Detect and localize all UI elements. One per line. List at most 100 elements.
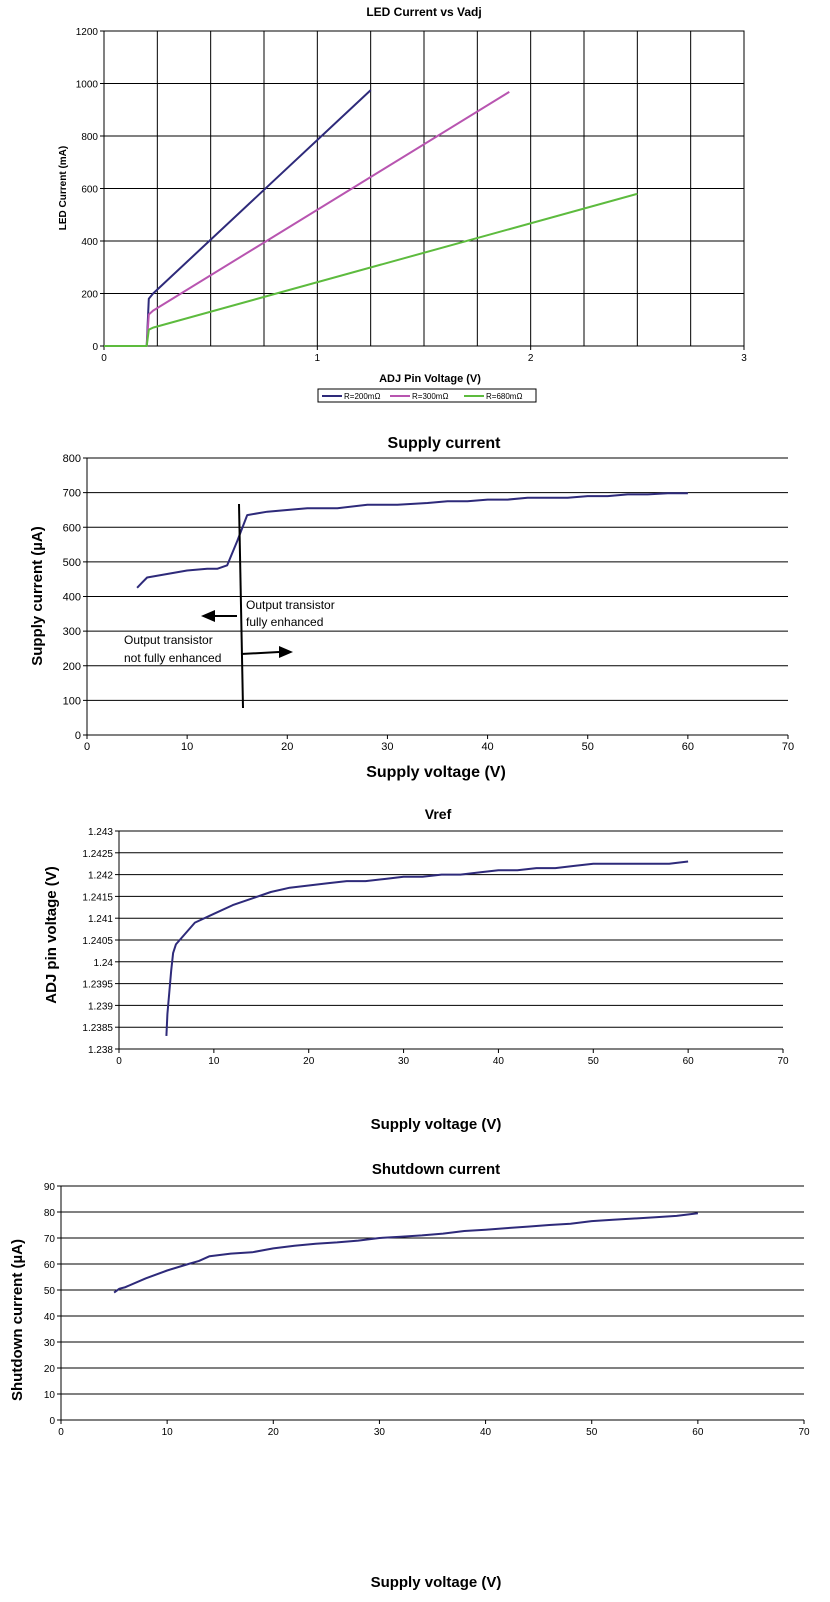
y-tick-label: 700 — [63, 488, 81, 500]
x-axis-label: Supply voltage (V) — [371, 1116, 502, 1133]
y-tick-label: 400 — [81, 237, 98, 248]
x-tick-label: 0 — [84, 741, 90, 753]
y-tick-label: 600 — [63, 522, 81, 534]
x-tick-label: 20 — [268, 1427, 280, 1438]
chart-title: Shutdown current — [372, 1161, 500, 1178]
divider-line — [238, 503, 244, 709]
y-tick-label: 1.239 — [88, 1001, 113, 1012]
x-tick-label: 50 — [586, 1427, 598, 1438]
x-tick-label: 60 — [682, 741, 694, 753]
y-axis-label: Shutdown current (µA) — [9, 1239, 26, 1401]
series-line-2 — [104, 192, 638, 347]
x-tick-label: 10 — [162, 1427, 174, 1438]
y-tick-label: 40 — [44, 1312, 56, 1323]
x-axis-label: Supply voltage (V) — [371, 1574, 502, 1591]
legend-label: R=200mΩ — [344, 392, 380, 401]
y-tick-label: 1.238 — [88, 1045, 113, 1056]
legend: R=200mΩ R=300mΩ R=680mΩ — [317, 388, 537, 403]
x-tick-label: 0 — [101, 353, 107, 364]
led-current-chart: LED Current vs Vadj 02004006008001000120… — [58, 5, 747, 403]
x-tick-label: 2 — [528, 353, 534, 364]
y-tick-label: 80 — [44, 1208, 56, 1219]
annotation-text: fully enhanced — [246, 615, 323, 629]
vref-chart: Vref 1.238 1.2385 1.239 1.2395 1.24 1.2405 1.2… — [43, 806, 789, 1133]
supply-current-chart: Supply current 0100200300400500600700800… — [29, 435, 794, 781]
y-tick-label: 20 — [44, 1364, 56, 1375]
x-tick-label: 50 — [582, 741, 594, 753]
chart-title: Supply current — [388, 435, 502, 452]
y-tick-label: 10 — [44, 1390, 56, 1401]
y-tick-label: 500 — [63, 557, 81, 569]
y-tick-label: 60 — [44, 1260, 56, 1271]
x-tick-label: 0 — [116, 1056, 122, 1067]
x-tick-label: 0 — [58, 1427, 64, 1438]
y-tick-label: 1.2425 — [82, 849, 113, 860]
series-line-0 — [113, 1212, 699, 1294]
x-tick-label: 60 — [692, 1427, 704, 1438]
x-tick-label: 60 — [683, 1056, 695, 1067]
x-tick-label: 40 — [480, 1427, 492, 1438]
y-tick-label: 50 — [44, 1286, 56, 1297]
annotation-text: not fully enhanced — [124, 651, 221, 665]
x-tick-label: 30 — [398, 1056, 410, 1067]
x-tick-label: 1 — [315, 353, 321, 364]
x-tick-label: 70 — [782, 741, 794, 753]
chart-title: LED Current vs Vadj — [366, 5, 481, 19]
y-tick-label: 0 — [49, 1416, 55, 1427]
series-line-0 — [165, 860, 689, 1036]
y-tick-label: 90 — [44, 1182, 56, 1193]
x-axis-label: ADJ Pin Voltage (V) — [379, 373, 481, 385]
y-tick-label: 600 — [81, 185, 98, 196]
y-tick-label: 1.2415 — [82, 892, 113, 903]
x-axis-label: Supply voltage (V) — [366, 764, 506, 781]
y-axis-label: ADJ pin voltage (V) — [43, 866, 60, 1004]
y-tick-label: 1200 — [76, 27, 99, 38]
series-line-0 — [136, 492, 688, 589]
y-tick-label: 0 — [92, 342, 98, 353]
y-tick-label: 1.2395 — [82, 980, 113, 991]
y-tick-label: 400 — [63, 592, 81, 604]
shutdown-current-chart: Shutdown current 0 10 20 30 40 50 60 70 80 90 0 10 2… — [9, 1161, 810, 1591]
y-tick-label: 0 — [75, 730, 81, 742]
y-tick-label: 200 — [81, 290, 98, 301]
x-tick-label: 30 — [381, 741, 393, 753]
y-tick-label: 1.242 — [88, 871, 113, 882]
series-line-0 — [104, 89, 372, 347]
y-axis-label: LED Current (mA) — [58, 146, 69, 230]
annotation-text: Output transistor — [124, 633, 213, 647]
x-tick-label: 10 — [181, 741, 193, 753]
x-tick-label: 40 — [481, 741, 493, 753]
x-tick-label: 3 — [741, 353, 747, 364]
legend-label: R=300mΩ — [412, 392, 448, 401]
y-tick-label: 100 — [63, 695, 81, 707]
y-tick-label: 1.241 — [88, 914, 113, 925]
annotation: Output transistor fully enhanced Output … — [124, 503, 335, 709]
y-tick-label: 1.2385 — [82, 1023, 113, 1034]
series-line-1 — [104, 91, 510, 347]
y-tick-label: 300 — [63, 626, 81, 638]
y-tick-label: 30 — [44, 1338, 56, 1349]
arrow-right — [240, 651, 280, 655]
x-tick-label: 10 — [208, 1056, 220, 1067]
x-tick-label: 70 — [777, 1056, 789, 1067]
y-tick-label: 1.243 — [88, 827, 113, 838]
x-tick-label: 20 — [303, 1056, 315, 1067]
x-tick-label: 20 — [281, 741, 293, 753]
y-tick-label: 1.24 — [94, 958, 114, 969]
y-tick-label: 800 — [81, 132, 98, 143]
arrow-left-head — [201, 610, 215, 622]
plot-frame — [103, 30, 745, 347]
y-tick-label: 1000 — [76, 80, 99, 91]
x-tick-label: 30 — [374, 1427, 386, 1438]
x-tick-label: 70 — [798, 1427, 810, 1438]
legend-label: R=680mΩ — [486, 392, 522, 401]
x-tick-label: 50 — [588, 1056, 600, 1067]
chart-title: Vref — [425, 806, 452, 822]
arrow-right-head — [279, 646, 293, 658]
y-tick-label: 1.2405 — [82, 936, 113, 947]
y-tick-label: 200 — [63, 661, 81, 673]
annotation-text: Output transistor — [246, 598, 335, 612]
y-axis-label: Supply current (µA) — [29, 526, 46, 665]
y-tick-label: 70 — [44, 1234, 56, 1245]
x-tick-label: 40 — [493, 1056, 505, 1067]
